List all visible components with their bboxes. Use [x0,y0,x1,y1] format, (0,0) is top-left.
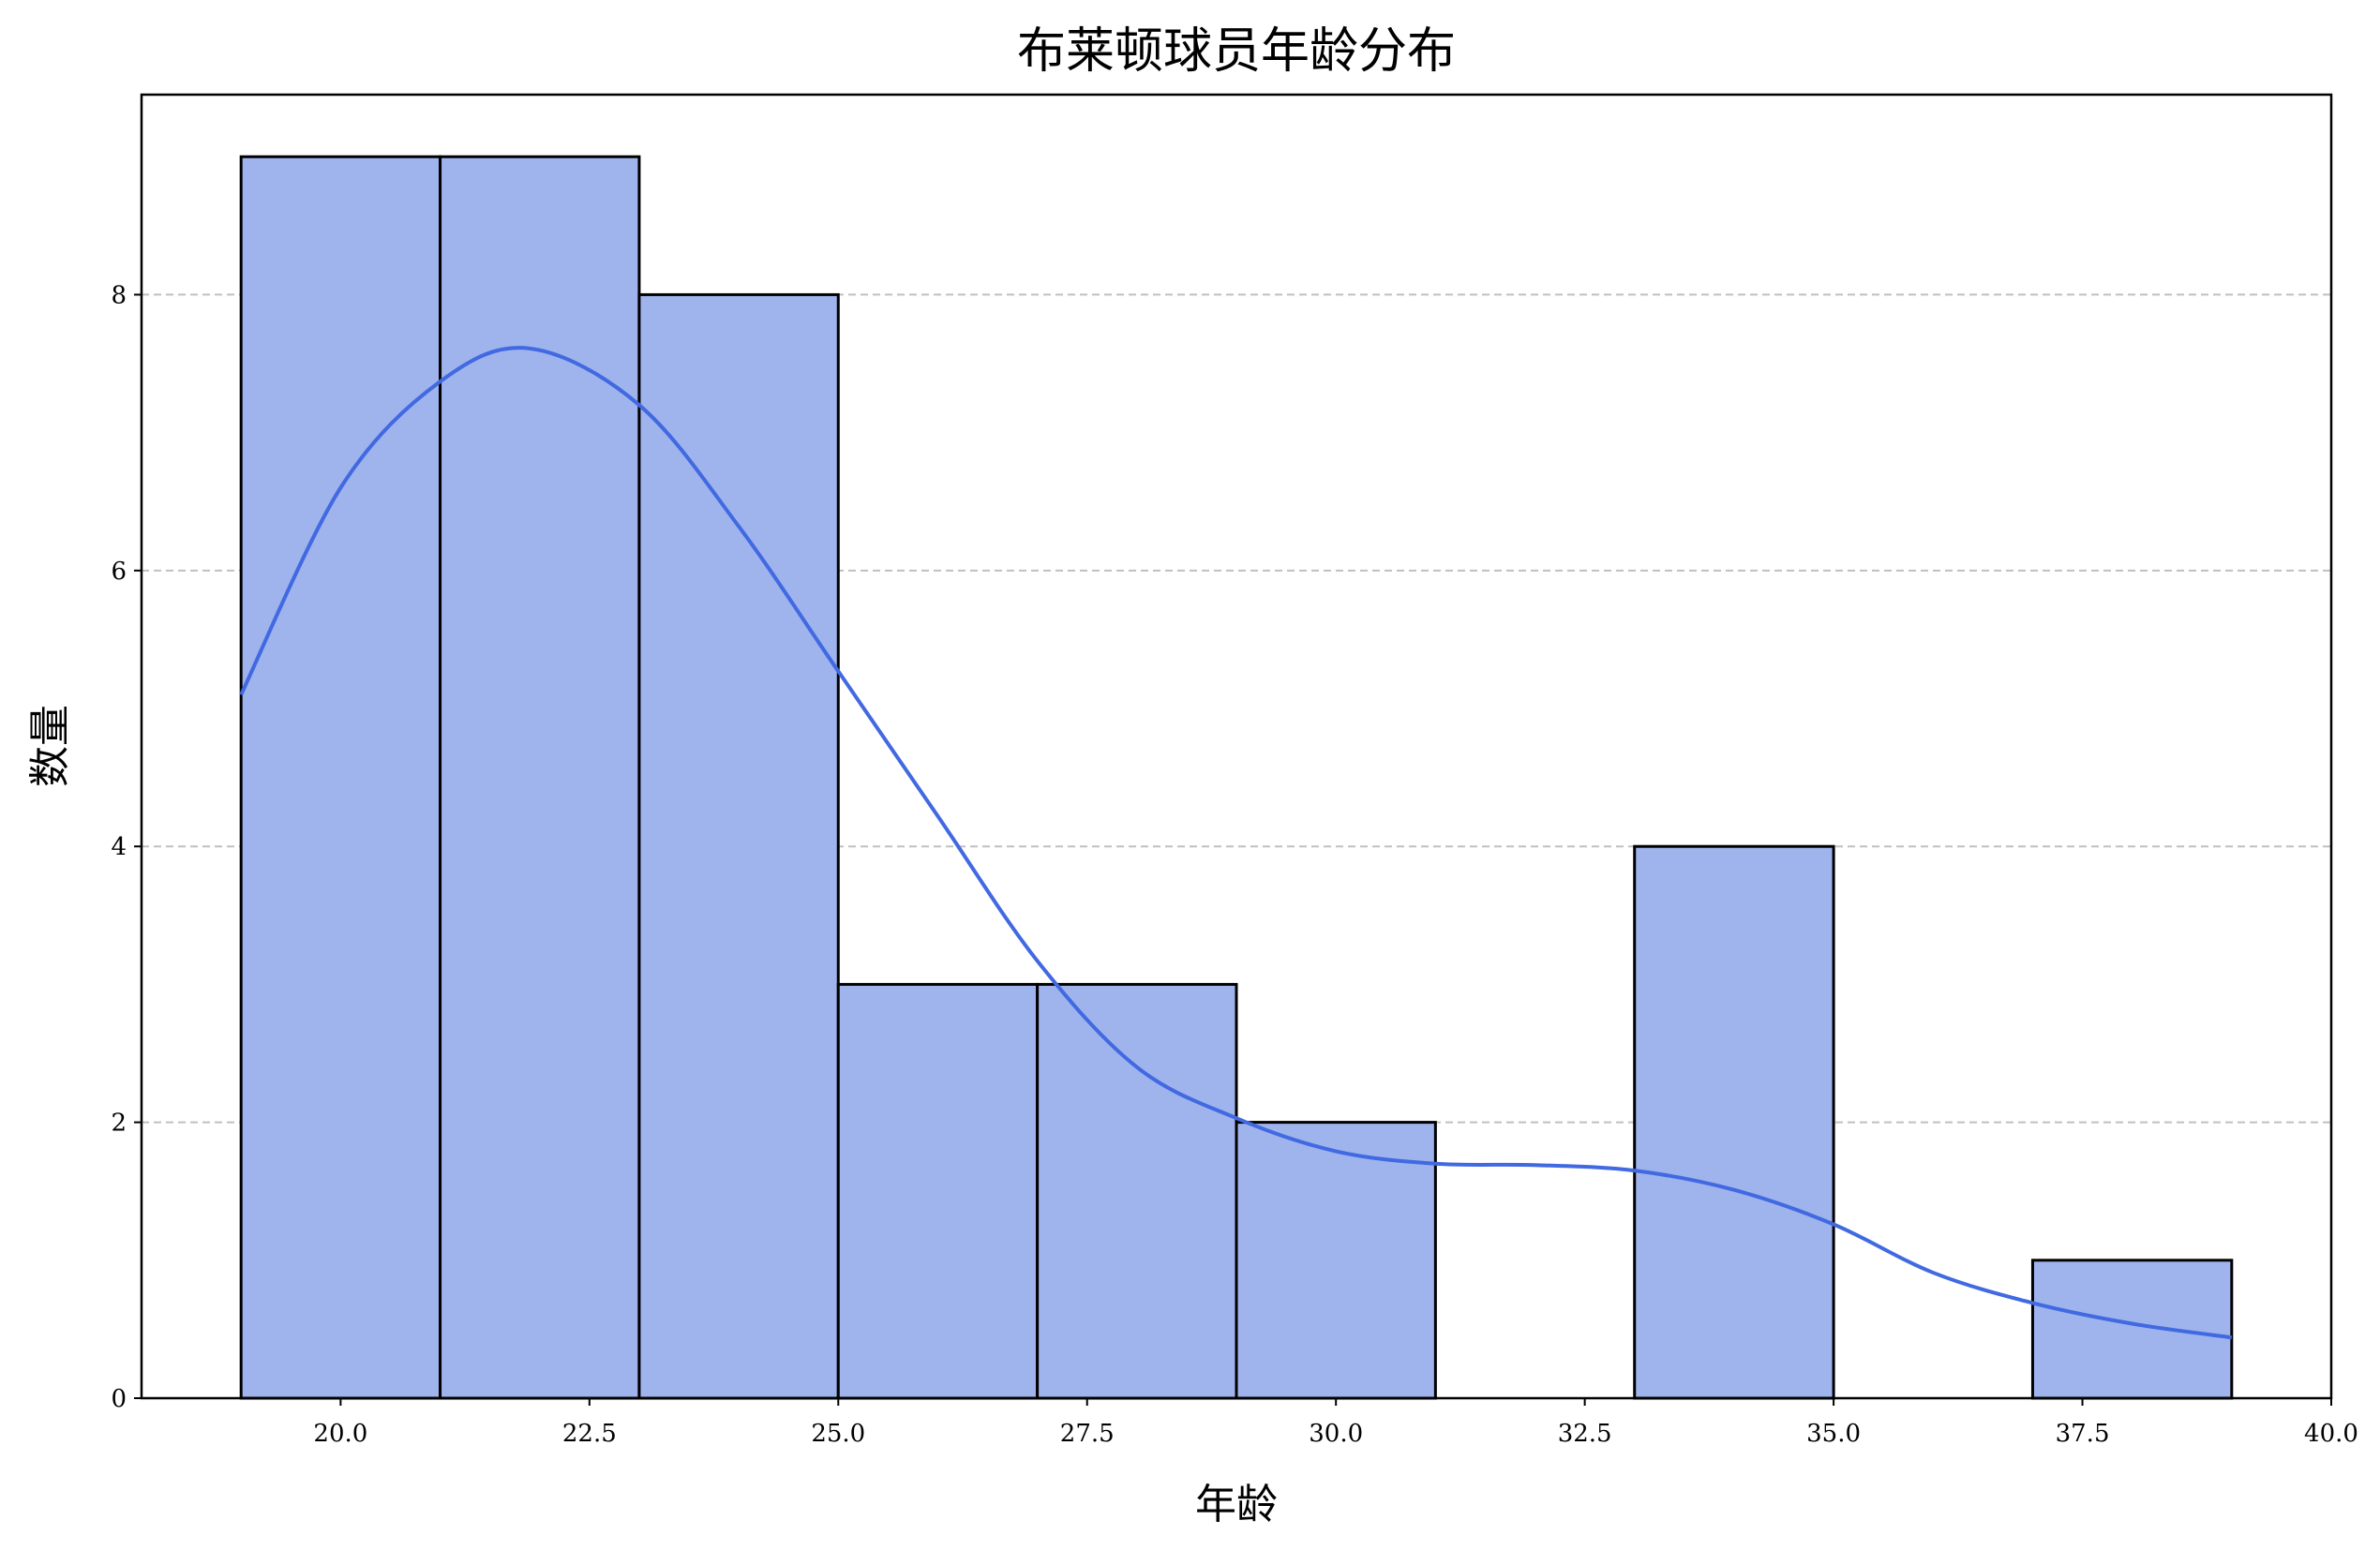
y-tick-label: 4 [111,833,127,861]
histogram-bar [1235,1121,1437,1400]
y-tick-label: 8 [111,281,127,309]
x-tick-label: 22.5 [562,1420,617,1448]
y-axis-label: 数量 [26,705,74,787]
histogram-bar [2030,1259,2234,1400]
histogram-bar [1633,844,1835,1400]
y-tick-label: 0 [111,1385,127,1413]
histogram-bar [1036,982,1238,1400]
bars [239,155,2234,1400]
x-tick-label: 25.0 [811,1420,865,1448]
x-tick-label: 37.5 [2056,1420,2110,1448]
x-tick-label: 32.5 [1558,1420,1612,1448]
histogram-bar [439,155,641,1400]
plot-frame [140,93,2333,1400]
x-axis-label: 年龄 [1195,1481,1278,1528]
x-tick-label: 27.5 [1060,1420,1115,1448]
x-tick-label: 30.0 [1309,1420,1363,1448]
histogram-bar [637,292,840,1400]
y-tick-label: 2 [111,1110,127,1138]
x-axis-ticks: 20.0 22.5 25.0 27.5 30.0 32.5 35.0 37.5 40.0 [313,1398,2358,1448]
x-tick-label: 35.0 [1806,1420,1861,1448]
chart-title: 布莱顿球员年龄分布 [1017,23,1456,80]
x-tick-label: 40.0 [2304,1420,2358,1448]
y-axis-ticks: 0 2 4 6 8 [111,281,142,1413]
x-tick-label: 20.0 [313,1420,367,1448]
histogram-bar [836,982,1040,1400]
histogram-bar [239,155,442,1400]
kde-line [239,346,2233,1340]
y-tick-label: 6 [111,558,127,586]
